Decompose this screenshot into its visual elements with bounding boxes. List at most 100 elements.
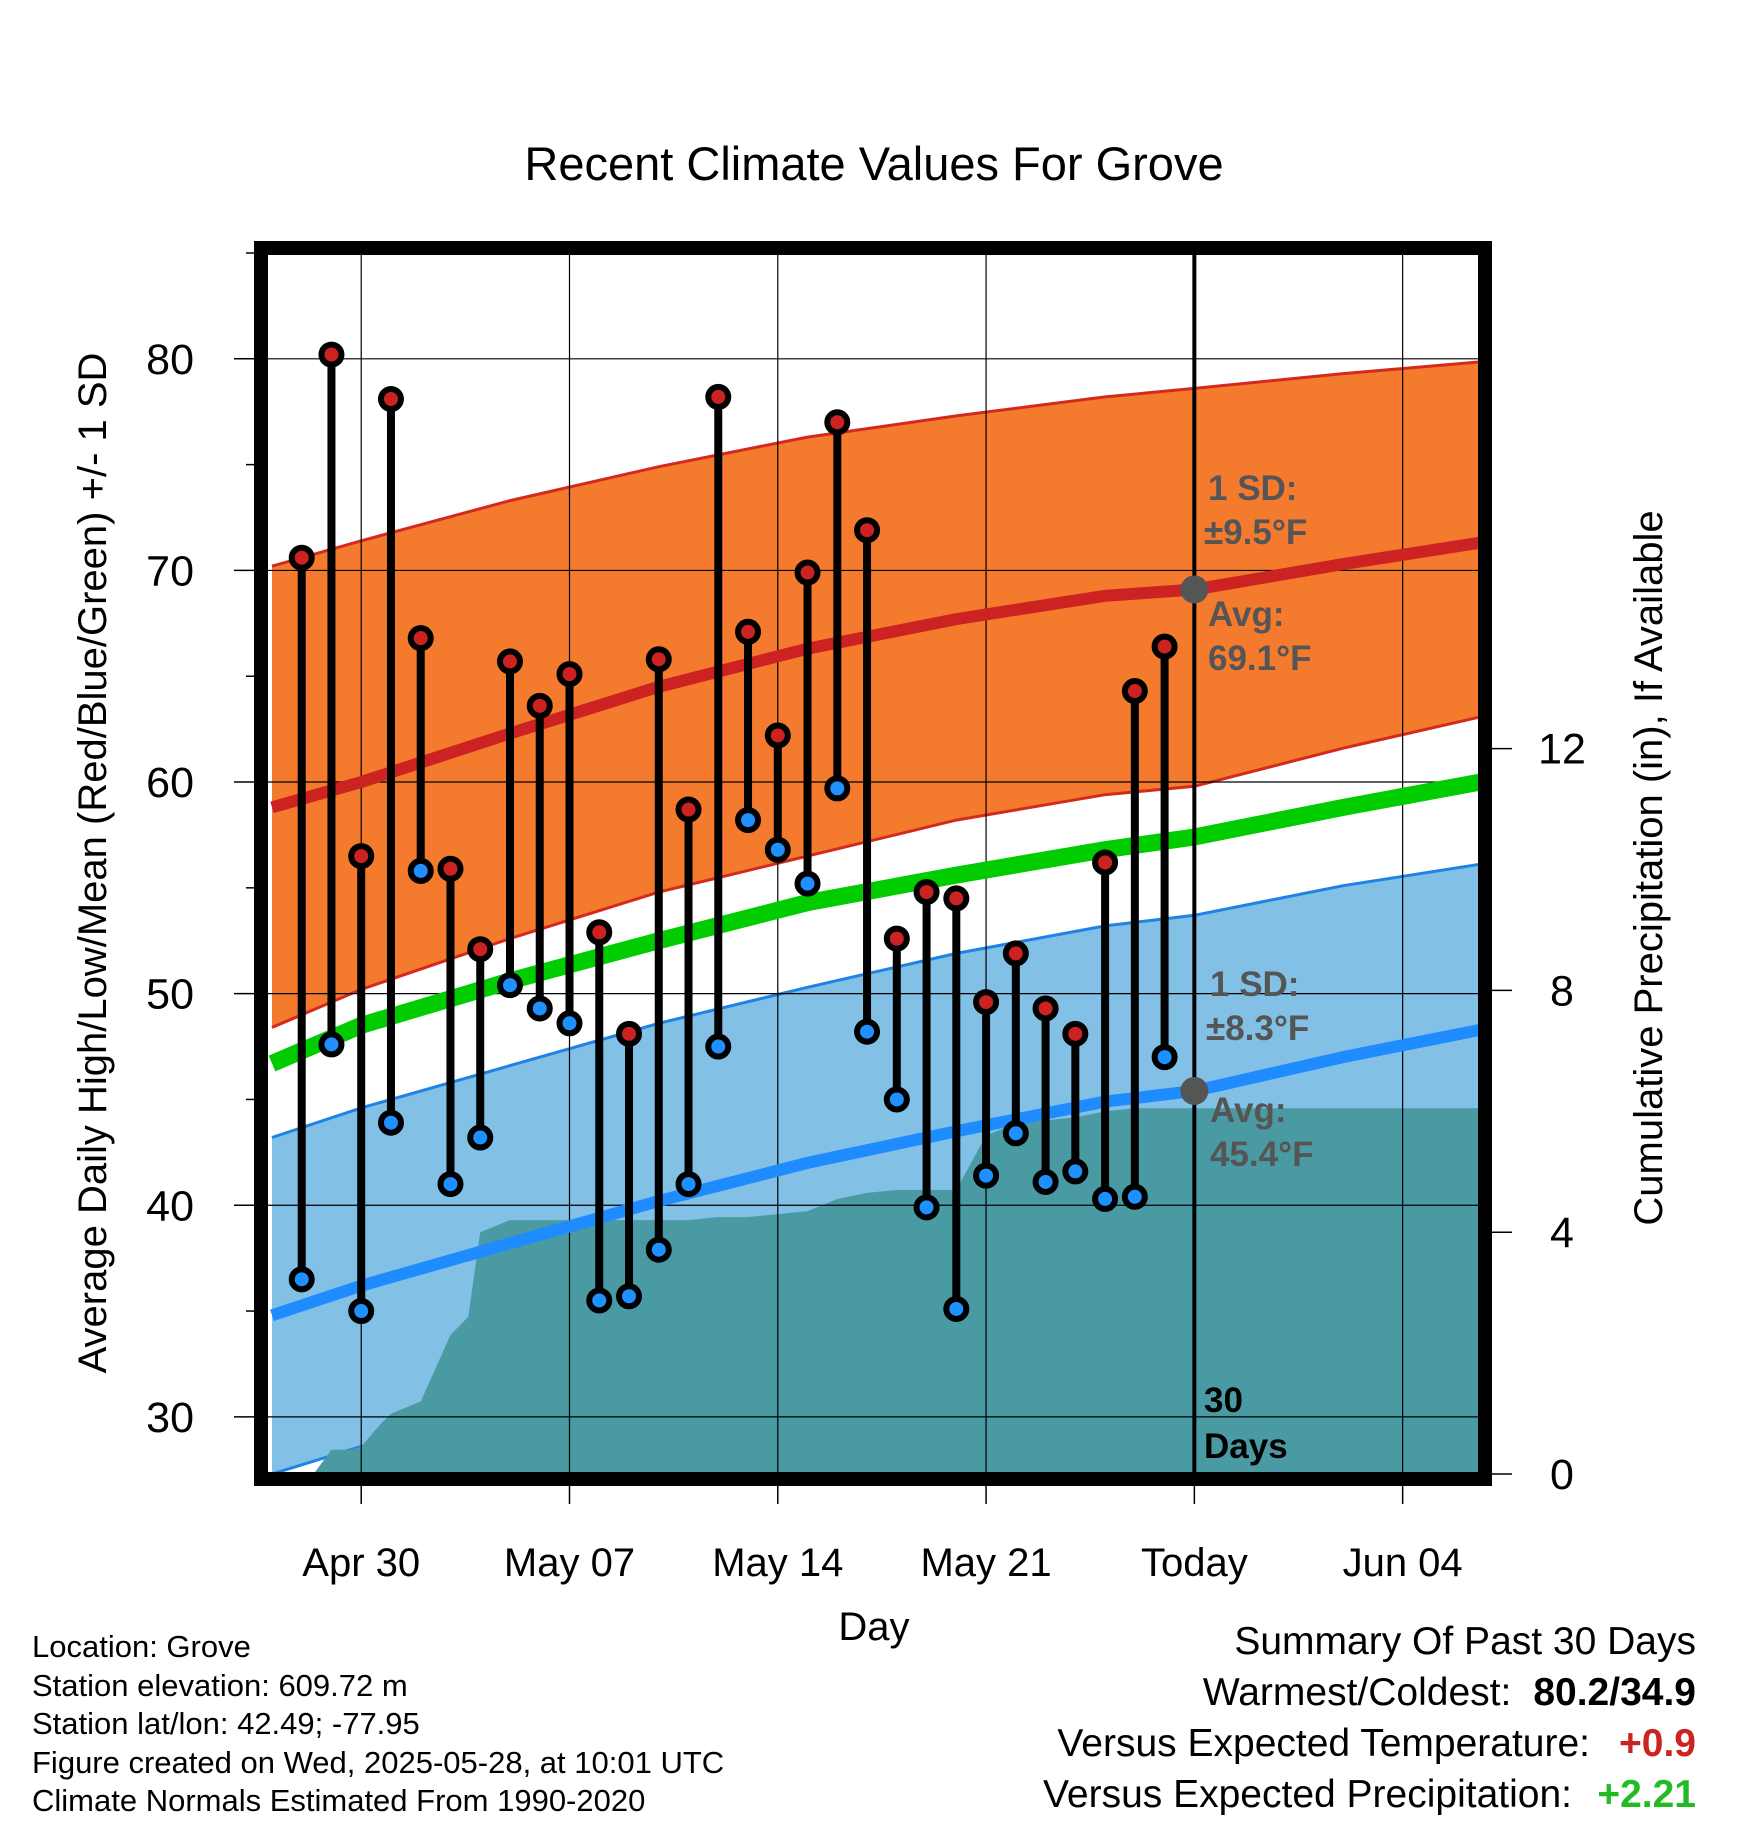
y-tick-label: 40 <box>146 1182 194 1230</box>
low-avg-label: Avg: <box>1210 1091 1286 1130</box>
daily-high-marker <box>288 544 315 571</box>
y-tick-label: 80 <box>146 336 194 384</box>
precip-departure-value: +2.21 <box>1597 1773 1696 1816</box>
daily-high-marker <box>1092 849 1119 876</box>
low-avg-value: 45.4°F <box>1210 1135 1314 1174</box>
daily-low-marker <box>616 1283 643 1310</box>
station-elevation: Station elevation: 609.72 m <box>32 1667 408 1703</box>
daily-low-marker <box>735 807 762 834</box>
daily-low-marker <box>407 857 434 884</box>
high-sd-label: 1 SD: <box>1208 469 1297 508</box>
period-number: 30 <box>1204 1381 1243 1420</box>
daily-low-marker <box>348 1298 375 1325</box>
y2-tick-label: 8 <box>1550 967 1574 1015</box>
daily-high-marker <box>348 843 375 870</box>
daily-high-marker <box>705 383 732 410</box>
annotations: 1 SD: ±9.5°F Avg: 69.1°F 1 SD: ±8.3°F Avg: 45.4… <box>1204 469 1314 1466</box>
x-tick-label: May 07 <box>504 1541 635 1585</box>
daily-low-marker <box>645 1236 672 1263</box>
precip-area <box>272 1108 1480 1474</box>
daily-high-marker <box>973 989 1000 1016</box>
period-unit: Days <box>1204 1427 1288 1466</box>
daily-low-marker <box>675 1171 702 1198</box>
low-sd-label: 1 SD: <box>1210 965 1299 1004</box>
daily-high-marker <box>735 618 762 645</box>
daily-high-marker <box>437 855 464 882</box>
axes-frame <box>254 241 1492 1486</box>
daily-low-marker <box>943 1295 970 1322</box>
chart-title: Recent Climate Values For Grove <box>524 137 1223 190</box>
daily-low-marker <box>1002 1120 1029 1147</box>
daily-low-marker <box>764 836 791 863</box>
high-avg-label: Avg: <box>1208 595 1284 634</box>
daily-low-marker <box>318 1031 345 1058</box>
daily-low-marker <box>794 870 821 897</box>
x-tick-label: Apr 30 <box>302 1541 420 1585</box>
y-tick-label: 60 <box>146 759 194 807</box>
daily-high-marker <box>913 879 940 906</box>
x-tick-label: Today <box>1141 1541 1248 1585</box>
daily-low-marker <box>854 1018 881 1045</box>
daily-high-marker <box>496 648 523 675</box>
normals-period: Climate Normals Estimated From 1990-2020 <box>32 1783 646 1818</box>
daily-high-marker <box>556 661 583 688</box>
daily-high-marker <box>854 517 881 544</box>
daily-high-marker <box>1002 940 1029 967</box>
daily-low-marker <box>1092 1185 1119 1212</box>
daily-low-marker <box>1062 1158 1089 1185</box>
daily-low-marker <box>288 1266 315 1293</box>
y2-tick-label: 4 <box>1550 1209 1574 1257</box>
low-avg-dot <box>1180 1076 1209 1105</box>
x-tick-label: May 14 <box>712 1541 843 1585</box>
warm-cold-label: Warmest/Coldest: <box>1202 1671 1512 1714</box>
high-avg-value: 69.1°F <box>1208 639 1312 678</box>
daily-high-marker <box>764 722 791 749</box>
low-sd-value: ±8.3°F <box>1206 1009 1309 1048</box>
temp-departure-value: +0.9 <box>1619 1722 1696 1765</box>
daily-low-marker <box>586 1287 613 1314</box>
daily-high-marker <box>675 796 702 823</box>
x-axis-title: Day <box>838 1605 909 1649</box>
precip-departure-label: Versus Expected Precipitation: <box>1043 1773 1572 1816</box>
normal-high-line <box>270 536 1480 814</box>
summary-panel: Summary Of Past 30 Days Warmest/Coldest:… <box>1043 1616 1696 1820</box>
high-sd-upper-edge <box>271 360 1480 568</box>
daily-high-marker <box>318 341 345 368</box>
y-tick-label: 50 <box>146 971 194 1019</box>
station-location: Location: Grove <box>32 1629 251 1664</box>
warm-cold-value: 80.2/34.9 <box>1533 1671 1696 1714</box>
daily-high-marker <box>824 409 851 436</box>
high-sd-band <box>272 361 1480 1028</box>
daily-high-marker <box>1121 678 1148 705</box>
daily-high-marker <box>586 919 613 946</box>
daily-low-marker <box>556 1010 583 1037</box>
y-tick-label: 30 <box>146 1394 194 1442</box>
daily-low-marker <box>377 1109 404 1136</box>
high-sd-lower-edge <box>271 715 1480 1029</box>
daily-low-marker <box>467 1124 494 1151</box>
daily-high-marker <box>1062 1020 1089 1047</box>
daily-high-marker <box>1151 633 1178 660</box>
daily-low-marker <box>824 775 851 802</box>
daily-low-marker <box>883 1086 910 1113</box>
daily-low-marker <box>1151 1044 1178 1071</box>
daily-high-marker <box>377 386 404 413</box>
station-latlon: Station lat/lon: 42.49; -77.95 <box>32 1706 420 1741</box>
daily-high-marker <box>645 646 672 673</box>
summary-title: Summary Of Past 30 Days <box>1234 1620 1696 1663</box>
daily-high-marker <box>794 559 821 586</box>
daily-high-marker <box>616 1020 643 1047</box>
normal-mean-line <box>268 773 1480 1072</box>
y-axis-title-right: Cumulative Precipitation (in), If Availa… <box>1627 510 1671 1225</box>
plot-area <box>266 253 1480 1474</box>
y-axis-title-left: Average Daily High/Low/Mean (Red/Blue/Gr… <box>71 353 115 1374</box>
daily-low-marker <box>913 1194 940 1221</box>
daily-low-marker <box>1032 1168 1059 1195</box>
axes: 30 40 50 60 70 80 0 4 8 12 Apr 30 May 07 May 14 May 2… <box>71 252 1671 1649</box>
normal-low-line <box>270 1023 1480 1321</box>
daily-high-marker <box>407 625 434 652</box>
daily-low-marker <box>437 1171 464 1198</box>
figure-created: Figure created on Wed, 2025-05-28, at 10… <box>32 1744 725 1780</box>
y2-tick-label: 12 <box>1538 726 1586 774</box>
